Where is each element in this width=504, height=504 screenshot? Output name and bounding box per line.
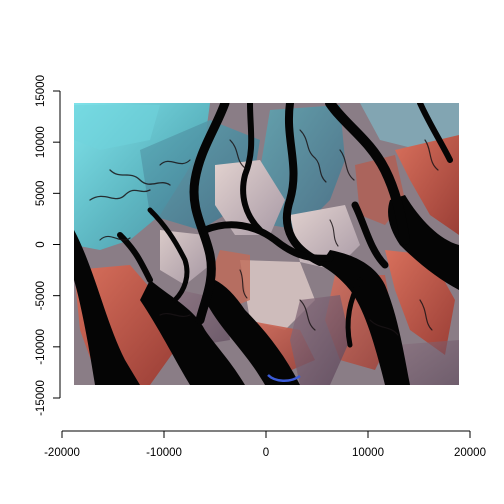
tidal-creek [89, 189, 151, 201]
tidal-creek [424, 139, 439, 171]
y-tick-label: -10000 [35, 329, 47, 365]
water-channel [117, 232, 153, 283]
water-channel [240, 103, 263, 233]
water-channel [320, 250, 410, 385]
y-tick-label: -15000 [35, 380, 47, 416]
x-tick-label: 10000 [352, 447, 384, 459]
tidal-creek [299, 129, 327, 183]
y-tick-label: 0 [35, 241, 47, 247]
water-channel [201, 221, 334, 262]
transition-zone [395, 340, 459, 385]
tidal-creek [339, 149, 355, 181]
water-channel [417, 103, 453, 163]
y-tick-label: 5000 [35, 181, 47, 207]
mudflat-zone [240, 260, 315, 330]
mudflat-zone [215, 160, 285, 235]
tidal-creek [419, 299, 433, 331]
water-channel [74, 230, 140, 385]
tidal-creek [369, 319, 399, 336]
transition-zone [290, 295, 350, 385]
sediment-zone [74, 105, 160, 150]
sand-edge [267, 374, 301, 382]
tidal-creek [329, 219, 339, 247]
x-tick-label: -10000 [146, 447, 182, 459]
water-channel [351, 201, 389, 269]
y-tick-label: -5000 [35, 281, 47, 310]
tidal-creek [299, 299, 316, 331]
y-axis: -15000 -10000 -5000 0 5000 10000 15000 [35, 75, 61, 416]
sediment-zone [360, 103, 459, 150]
x-tick-label: 0 [263, 447, 269, 459]
water-channel [140, 280, 245, 385]
water-channel [325, 103, 410, 245]
tidal-creek [159, 159, 191, 166]
tidal-creek [159, 312, 191, 318]
tidal-creek [109, 169, 171, 186]
x-tick-label: -20000 [44, 447, 80, 459]
y-tick-label: 15000 [35, 75, 47, 107]
water-channel [147, 207, 190, 303]
tidal-creek [239, 269, 248, 299]
vegetation-zone [395, 135, 459, 235]
x-tick-label: 20000 [454, 447, 486, 459]
x-axis: -20000 -10000 0 10000 20000 [44, 430, 486, 459]
water-channel [345, 277, 363, 348]
raster-image [74, 103, 459, 385]
water-channel [189, 103, 230, 325]
tidal-creek [99, 235, 131, 241]
water-channel [282, 103, 324, 266]
tidal-creek [229, 139, 246, 169]
water-channel [205, 280, 300, 385]
y-tick-label: 10000 [35, 126, 47, 158]
